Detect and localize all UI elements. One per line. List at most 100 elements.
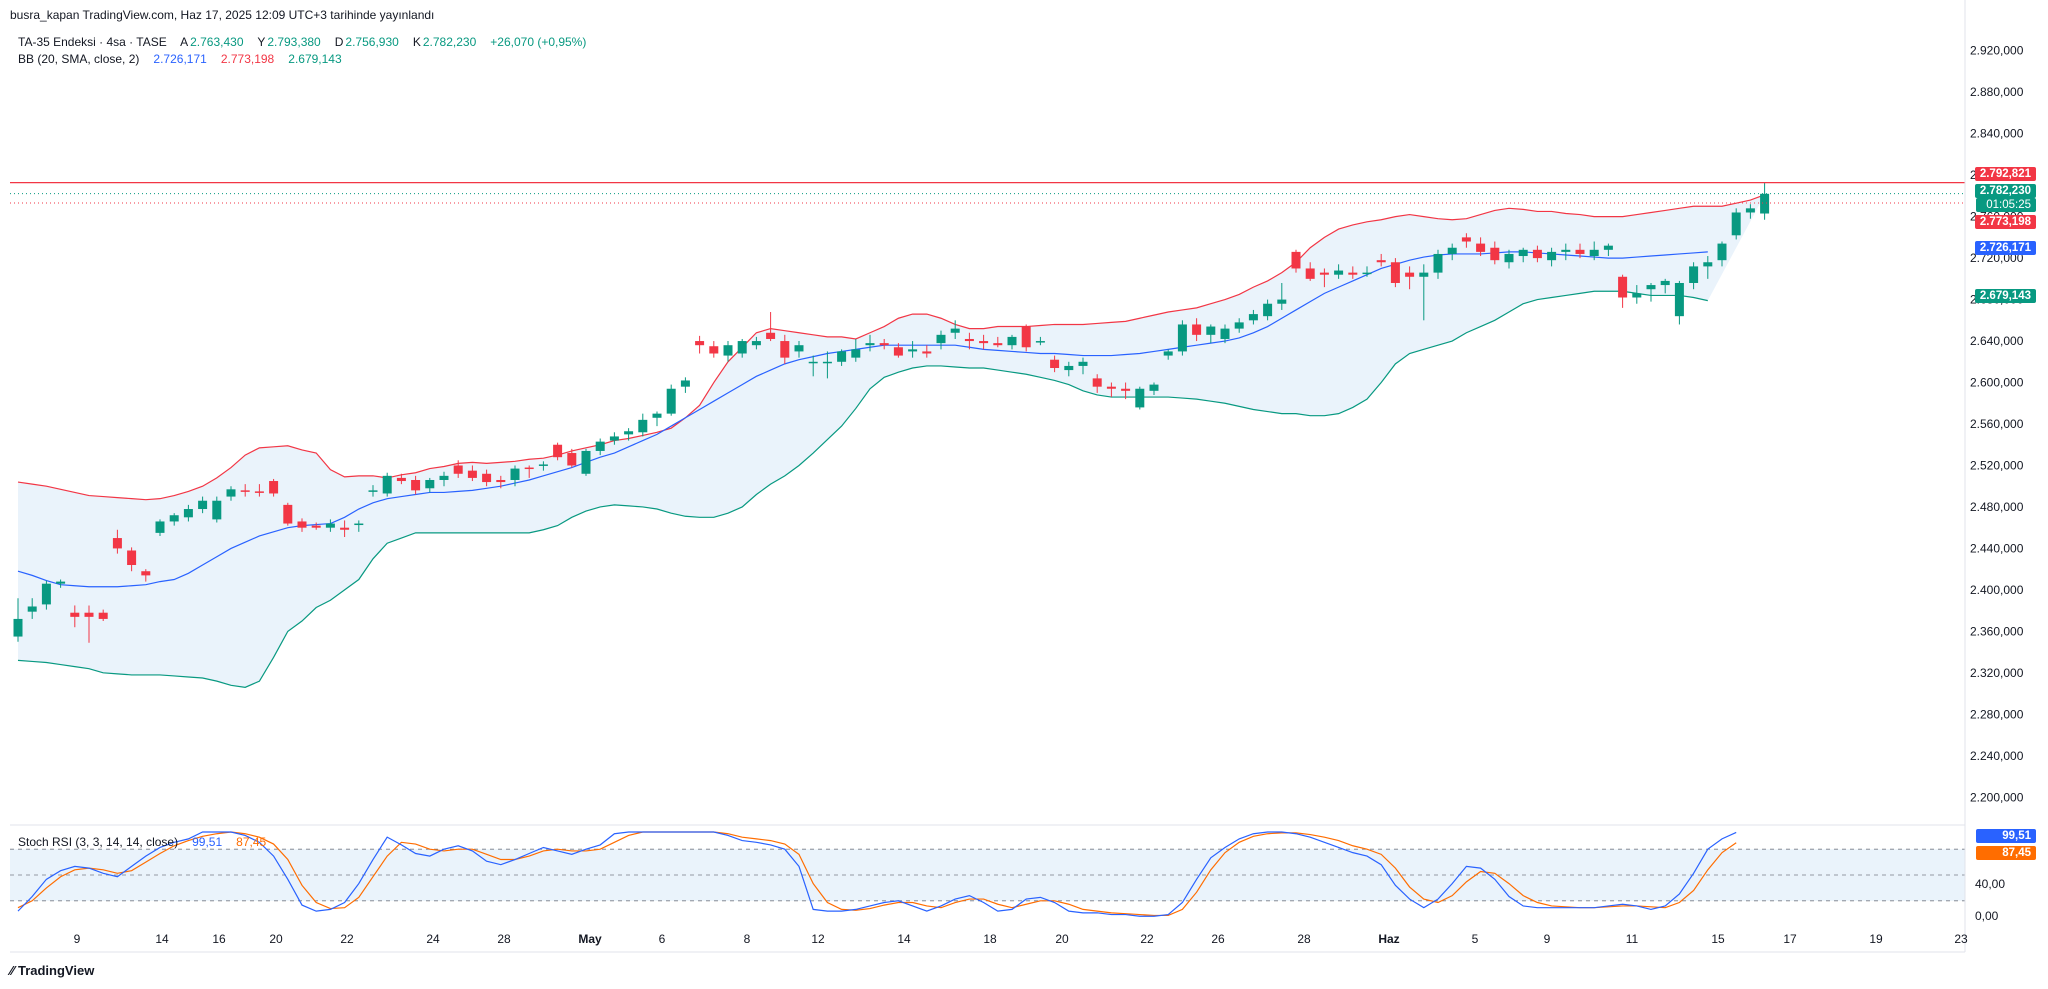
candle-body	[979, 341, 989, 344]
bb-lower-line	[17, 290, 1708, 688]
candle-body	[1390, 262, 1400, 283]
y-tick-label: 2.440,000	[1970, 541, 2024, 555]
candle-body	[1277, 299, 1287, 304]
stoch-d-tag: 87,45	[1976, 846, 2036, 860]
candle-body	[652, 413, 662, 418]
bb-basis-value: 2.726,171	[153, 52, 207, 66]
y-tick-label: 2.840,000	[1970, 127, 2024, 141]
candle-body	[1362, 272, 1372, 275]
candle-body	[1490, 247, 1500, 261]
candle-body	[183, 509, 193, 518]
x-tick-label: 22	[340, 932, 354, 946]
bb-lower-value: 2.679,143	[288, 52, 342, 66]
candle-body	[368, 490, 378, 492]
candle-body	[950, 328, 960, 333]
candle-body	[1618, 276, 1628, 298]
candle-body	[1589, 249, 1599, 257]
candle-body	[1220, 328, 1230, 339]
candle-body	[198, 500, 208, 510]
candle-body	[1376, 260, 1386, 263]
candle-body	[254, 491, 264, 493]
open-value: 2.763,430	[190, 35, 244, 49]
candle-body	[467, 470, 477, 478]
candle-body	[893, 347, 903, 356]
candle-body	[1504, 253, 1514, 263]
high-line-tag: 2.792,821	[1974, 167, 2036, 181]
stoch-k-tag: 99,51	[1976, 829, 2036, 843]
y-tick-label: 2.320,000	[1970, 666, 2024, 680]
y-tick-label: 2.240,000	[1970, 749, 2024, 763]
candle-body	[1135, 388, 1145, 408]
candle-body	[581, 450, 591, 474]
brand-logo[interactable]: ⁄⁄ TradingView	[10, 963, 94, 978]
open-label: A	[180, 35, 189, 49]
x-tick-label: 9	[1544, 932, 1551, 946]
candle-body	[155, 521, 165, 533]
candle-body	[1575, 249, 1585, 254]
candle-body	[1561, 249, 1571, 252]
x-tick-label: May	[578, 932, 602, 946]
candle-body	[851, 349, 861, 358]
candle-body	[936, 334, 946, 344]
candle-body	[964, 338, 974, 342]
symbol-name[interactable]: TA-35 Endeksi · 4sa · TASE	[18, 35, 167, 49]
x-tick-label: 17	[1783, 932, 1797, 946]
x-tick-label: 14	[897, 932, 911, 946]
candle-body	[1348, 272, 1358, 275]
candle-body	[70, 612, 80, 617]
publish-note: busra_kapan TradingView.com, Haz 17, 202…	[10, 8, 435, 22]
candle-body	[993, 343, 1003, 346]
x-tick-label: 19	[1869, 932, 1883, 946]
rsi-tick-40: 40,00	[1975, 877, 2006, 891]
x-tick-label: 9	[74, 932, 81, 946]
candle-body	[794, 345, 804, 352]
y-tick-label: 2.280,000	[1970, 707, 2024, 721]
x-tick-label: 23	[1954, 932, 1968, 946]
candle-body	[510, 468, 520, 480]
stoch-rsi-pane	[10, 831, 1965, 917]
bb-upper-tag: 2.773,198	[1974, 215, 2036, 229]
candle-body	[1106, 386, 1116, 389]
candle-body	[908, 349, 918, 352]
y-tick-label: 2.400,000	[1970, 583, 2024, 597]
candle-body	[269, 481, 279, 494]
candle-body	[297, 521, 307, 528]
stoch-rsi-legend[interactable]: Stoch RSI (3, 3, 14, 14, close) 99,51 87…	[18, 835, 268, 849]
stoch-k-line	[17, 831, 1737, 917]
stoch-rsi-label[interactable]: Stoch RSI (3, 3, 14, 14, close)	[18, 835, 179, 849]
candle-body	[1461, 237, 1471, 242]
candle-body	[1660, 280, 1670, 286]
low-label: D	[334, 35, 344, 49]
candle-body	[411, 479, 421, 491]
candle-body	[27, 606, 37, 612]
candle-body	[325, 523, 335, 528]
candle-body	[396, 477, 406, 482]
x-tick-label: 18	[983, 932, 997, 946]
candle-body	[382, 475, 392, 494]
stoch-k-value: 99,51	[192, 835, 223, 849]
x-tick-label: 16	[212, 932, 226, 946]
candle-body	[808, 361, 818, 364]
candle-body	[1689, 266, 1699, 283]
bollinger-bands	[17, 194, 1765, 688]
y-tick-label: 2.880,000	[1970, 85, 2024, 99]
candle-body	[283, 504, 293, 524]
change-value: +26,070 (+0,95%)	[490, 35, 587, 49]
candle-body	[1745, 208, 1755, 213]
candle-body	[1603, 245, 1613, 250]
tradingview-icon: ⁄⁄	[10, 963, 18, 978]
x-tick-label: Haz	[1378, 932, 1399, 946]
candle-body	[1248, 314, 1258, 321]
candle-body	[1291, 251, 1301, 269]
candle-body	[1305, 268, 1315, 279]
x-tick-label: 12	[811, 932, 825, 946]
bb-legend[interactable]: BB (20, SMA, close, 2) 2.726,171 2.773,1…	[18, 52, 344, 66]
candle-body	[709, 346, 719, 354]
bb-label[interactable]: BB (20, SMA, close, 2)	[18, 52, 140, 66]
candle-body	[1731, 212, 1741, 236]
candle-body	[723, 345, 733, 356]
candle-body	[1532, 249, 1542, 259]
candle-body	[737, 341, 747, 354]
